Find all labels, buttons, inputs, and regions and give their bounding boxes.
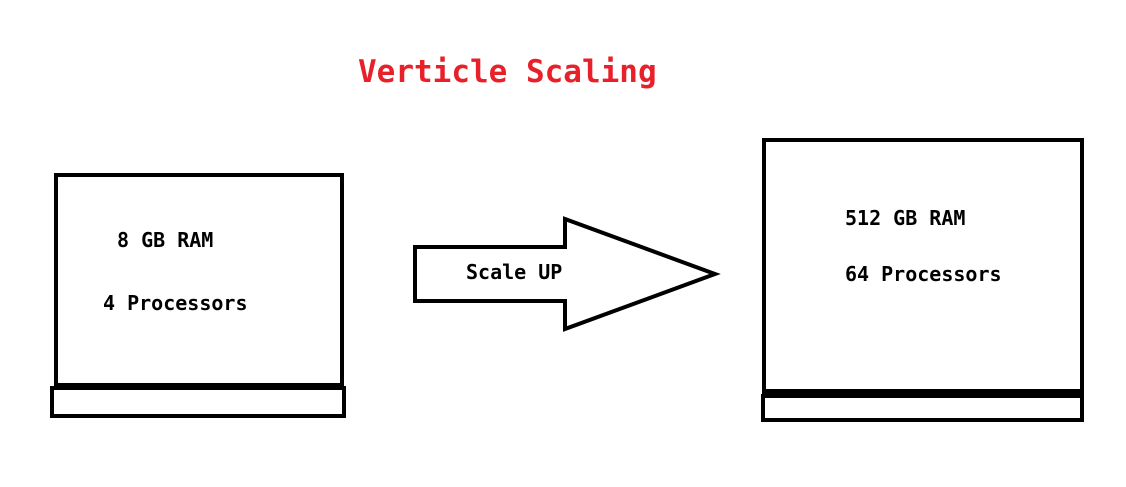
small-machine-base: [50, 386, 346, 418]
large-machine-ram: 512 GB RAM: [845, 206, 966, 230]
large-machine-processors: 64 Processors: [845, 262, 1002, 286]
large-machine-base: [761, 394, 1084, 422]
large-machine-screen: [762, 138, 1084, 398]
small-machine-ram: 8 GB RAM: [117, 228, 214, 252]
diagram-title: Verticle Scaling: [358, 54, 657, 90]
scale-up-label: Scale UP: [466, 260, 563, 284]
right-arrow-icon: [413, 216, 721, 332]
small-machine-screen: [54, 173, 344, 390]
small-machine-processors: 4 Processors: [103, 291, 248, 315]
